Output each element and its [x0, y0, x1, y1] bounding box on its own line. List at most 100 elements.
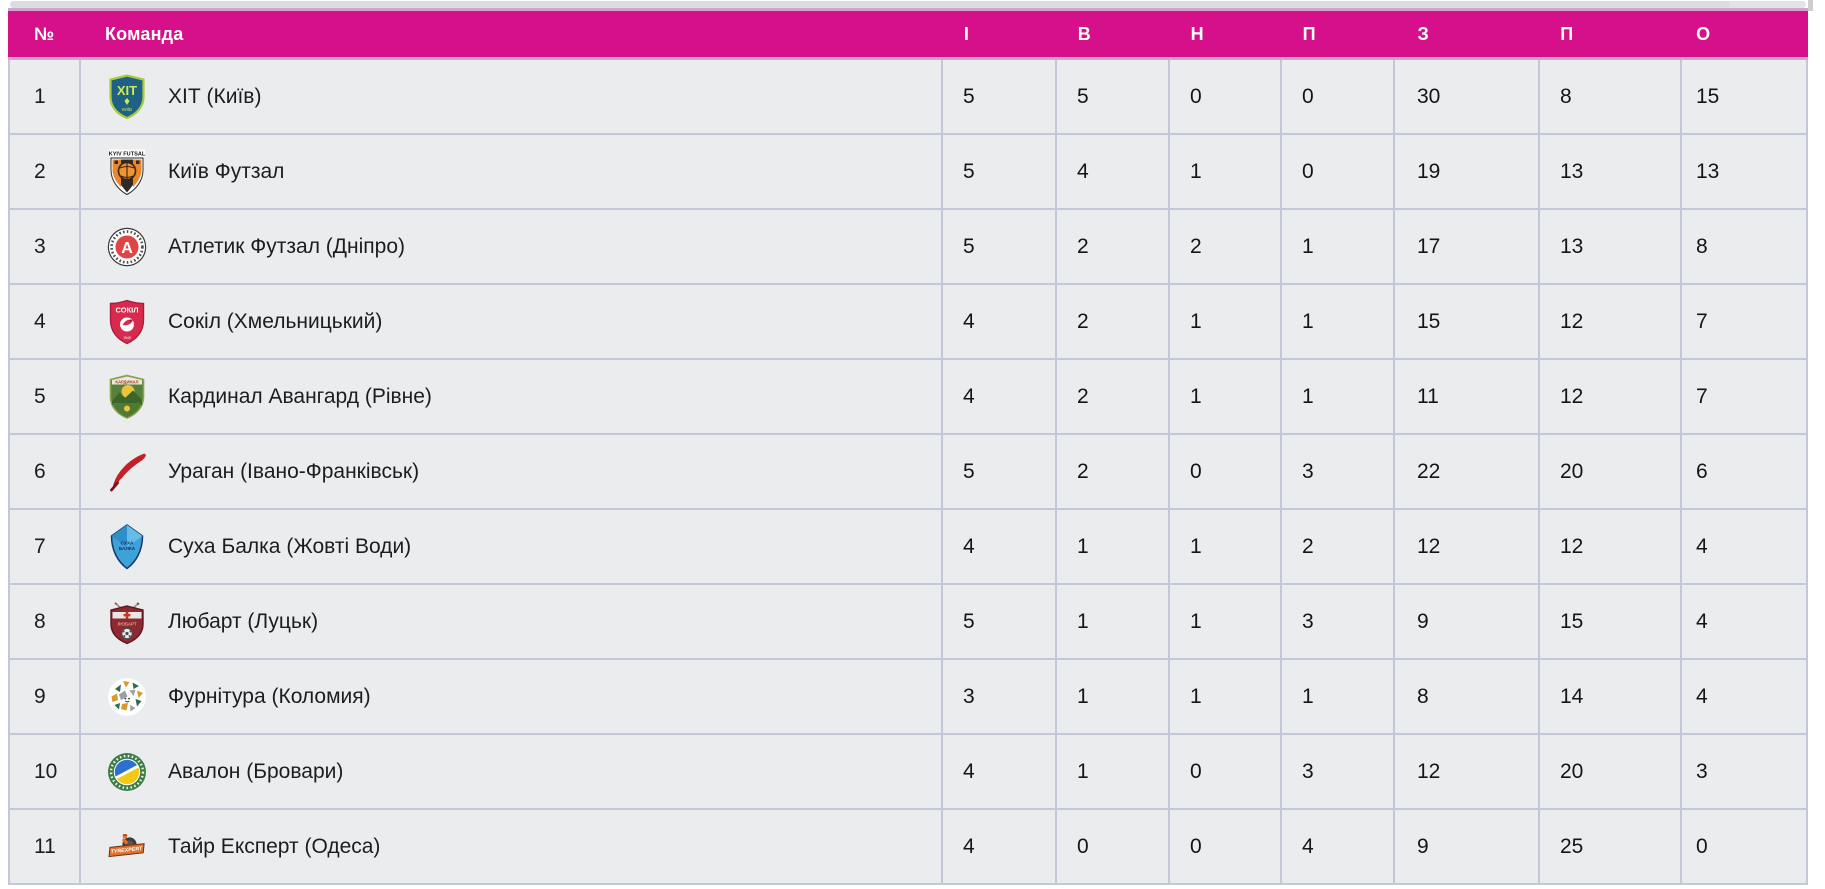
team-name-link[interactable]: Тайр Експерт (Одеса) — [168, 834, 381, 858]
stat-goals-against: 12 — [1540, 360, 1682, 433]
team-cell: Ураган (Івано-Франківськ) — [81, 435, 943, 508]
stat-goals-for: 12 — [1395, 510, 1540, 583]
header-cell-draws: Н — [1190, 23, 1204, 44]
header-cell-position: № — [34, 23, 55, 44]
team-name-link[interactable]: Ураган (Івано-Франківськ) — [168, 459, 420, 483]
lubart-crest-icon: ЛЮБАРТ — [110, 601, 144, 644]
position-cell: 8 — [10, 585, 81, 658]
team-name-link[interactable]: Кардинал Авангард (Рівне) — [168, 384, 432, 408]
stat-games: 5 — [943, 210, 1057, 283]
team-name-link[interactable]: ХІТ (Київ) — [168, 84, 262, 108]
team-name-link[interactable]: Суха Балка (Жовті Води) — [168, 534, 412, 558]
stat-wins: 2 — [1057, 360, 1170, 433]
stat-goals-against: 25 — [1540, 810, 1682, 883]
stat-wins: 2 — [1057, 435, 1170, 508]
stat-games: 3 — [943, 660, 1057, 733]
stat-points: 6 — [1682, 435, 1808, 508]
team-cell: Авалон (Бровари) — [81, 735, 943, 808]
header-cell-goals-for: З — [1417, 23, 1429, 44]
team-logo — [107, 449, 147, 495]
stat-games: 4 — [943, 360, 1057, 433]
stat-wins: 1 — [1057, 660, 1170, 733]
stat-points: 4 — [1682, 585, 1808, 658]
table-row: 4 СОКІЛ 1949 Сокіл (Хмельницький) 4 2 1 … — [10, 285, 1808, 360]
stat-losses: 0 — [1282, 135, 1395, 208]
table-row: 3 A Атлетик Футзал (Дніпро) 5 2 2 1 17 1… — [10, 210, 1808, 285]
team-logo: KYIV FUTSAL — [107, 149, 147, 195]
team-name-link[interactable]: Атлетик Футзал (Дніпро) — [168, 234, 405, 258]
horizontal-scrollbar[interactable] — [10, 1, 1806, 8]
stat-draws: 1 — [1170, 285, 1282, 358]
stat-losses: 2 — [1282, 510, 1395, 583]
stat-games: 5 — [943, 60, 1057, 133]
stat-games: 4 — [943, 735, 1057, 808]
stat-goals-against: 14 — [1540, 660, 1682, 733]
team-name-link[interactable]: Сокіл (Хмельницький) — [168, 309, 383, 333]
stat-games: 5 — [943, 585, 1057, 658]
stat-points: 13 — [1682, 135, 1808, 208]
svg-text:A: A — [121, 240, 133, 257]
team-name-link[interactable]: Київ Футзал — [168, 159, 285, 183]
svg-text:1949: 1949 — [123, 336, 131, 340]
stat-goals-for: 15 — [1395, 285, 1540, 358]
stat-wins: 1 — [1057, 735, 1170, 808]
stat-goals-against: 20 — [1540, 735, 1682, 808]
team-logo: A — [107, 224, 147, 270]
stat-games: 4 — [943, 510, 1057, 583]
team-name-link[interactable]: Фурнітура (Коломия) — [168, 684, 371, 708]
header-cell-goals-against: П — [1560, 23, 1574, 44]
tyre-expert-crest-icon: TYREXPERT — [108, 833, 145, 857]
stat-goals-against: 20 — [1540, 435, 1682, 508]
stat-draws: 1 — [1170, 135, 1282, 208]
team-logo: КАРДИНАЛ — [107, 374, 147, 420]
stat-goals-for: 22 — [1395, 435, 1540, 508]
stat-losses: 1 — [1282, 360, 1395, 433]
stat-wins: 4 — [1057, 135, 1170, 208]
team-logo: ЛЮБАРТ — [107, 599, 147, 645]
stat-wins: 2 — [1057, 285, 1170, 358]
position-cell: 5 — [10, 360, 81, 433]
team-logo: ХІТ КИЇВ — [107, 73, 147, 120]
stat-games: 4 — [943, 810, 1057, 883]
team-logo — [107, 749, 147, 795]
kyiv-futsal-crest-icon: KYIV FUTSAL — [109, 149, 146, 195]
header-cell-wins: В — [1077, 23, 1091, 44]
stat-points: 8 — [1682, 210, 1808, 283]
position-cell: 10 — [10, 735, 81, 808]
team-cell: КАРДИНАЛ Кардинал Авангард (Рівне) — [81, 360, 943, 433]
team-logo: СУХА БАЛКА — [107, 523, 147, 570]
stat-goals-against: 13 — [1540, 135, 1682, 208]
stat-points: 7 — [1682, 360, 1808, 433]
team-logo: TYREXPERT — [107, 824, 147, 870]
team-cell: TYREXPERT Тайр Експерт (Одеса) — [81, 810, 943, 883]
position-cell: 4 — [10, 285, 81, 358]
header-cell-team: Команда — [104, 23, 184, 44]
table-row: 7 СУХА БАЛКА Суха Балка (Жовті Води) 4 1… — [10, 510, 1808, 585]
table-row: 8 ЛЮБАРТ Любарт (Луцьк) 5 1 1 3 9 15 4 — [10, 585, 1808, 660]
team-name-link[interactable]: Авалон (Бровари) — [168, 759, 344, 783]
position-cell: 6 — [10, 435, 81, 508]
uragan-crest-icon — [110, 453, 146, 491]
stat-losses: 1 — [1282, 210, 1395, 283]
stat-goals-for: 11 — [1395, 360, 1540, 433]
team-name-link[interactable]: Любарт (Луцьк) — [168, 609, 319, 633]
stat-losses: 0 — [1282, 60, 1395, 133]
stat-draws: 1 — [1170, 660, 1282, 733]
svg-text:КАРДИНАЛ: КАРДИНАЛ — [115, 379, 138, 384]
position-cell: 9 — [10, 660, 81, 733]
stat-losses: 4 — [1282, 810, 1395, 883]
stat-goals-against: 15 — [1540, 585, 1682, 658]
table-row: 11 TYREXPERT Тайр Експерт (Одеса) 4 0 0 … — [10, 810, 1808, 885]
table-header-row: № Команда І В Н П З П О — [8, 8, 1808, 60]
horizontal-scrollbar-thumb[interactable] — [10, 1, 1730, 8]
vertical-scrollbar-cap — [1808, 0, 1813, 11]
svg-text:КИЇВ: КИЇВ — [122, 106, 132, 112]
team-cell: СОКІЛ 1949 Сокіл (Хмельницький) — [81, 285, 943, 358]
svg-text:ЛЮБАРТ: ЛЮБАРТ — [117, 621, 136, 626]
table-row: 9 Фурнітура (Коломия) 3 1 1 1 8 14 4 — [10, 660, 1808, 735]
stat-points: 15 — [1682, 60, 1808, 133]
sukha-balka-crest-icon: СУХА БАЛКА — [110, 523, 144, 569]
team-cell: Фурнітура (Коломия) — [81, 660, 943, 733]
stat-points: 3 — [1682, 735, 1808, 808]
stat-draws: 0 — [1170, 810, 1282, 883]
